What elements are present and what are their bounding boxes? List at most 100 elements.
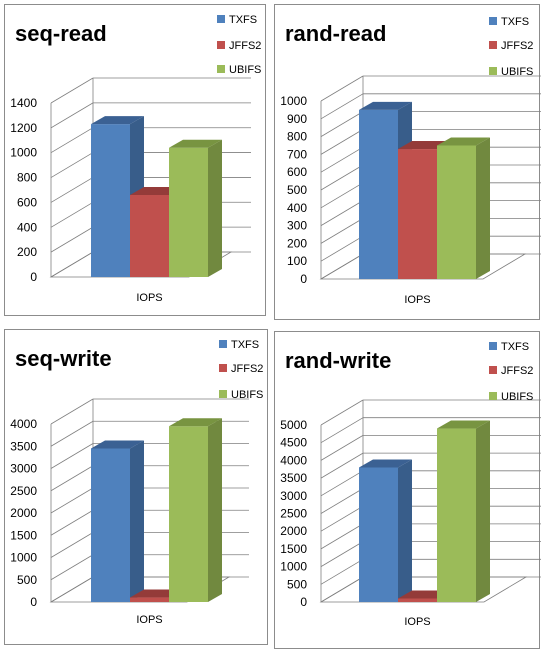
bar-side [208, 139, 222, 277]
bar-front [437, 145, 476, 279]
y-tick-label: 500 [17, 573, 37, 587]
x-category-label: IOPS [136, 292, 162, 304]
x-category-label: IOPS [404, 616, 430, 628]
side-wall-gridline [50, 177, 94, 203]
y-tick-label: 1000 [10, 551, 37, 565]
side-wall-gridline [320, 164, 364, 191]
legend-swatch-ubifs [489, 392, 497, 400]
legend-swatch-jffs2 [219, 364, 227, 372]
legend-swatch-ubifs [219, 390, 227, 398]
bar-ubifs [437, 420, 490, 602]
y-tick-label: 2000 [10, 506, 37, 520]
bar-txfs [91, 440, 144, 602]
y-tick-label: 2500 [10, 484, 37, 498]
legend-label-jffs2: JFFS2 [229, 40, 261, 52]
y-tick-label: 1500 [280, 542, 307, 556]
bar-top [437, 420, 490, 429]
side-wall-gridline [320, 488, 364, 514]
bar-front [130, 194, 169, 277]
side-wall-gridline [320, 452, 364, 479]
chart-panel-seq-write: seq-write 0 500 1000 1500 2000 2500 3000 3500 400… [4, 329, 268, 645]
bar-top [91, 440, 144, 449]
legend-swatch-txfs [217, 15, 225, 23]
legend-swatch-txfs [489, 17, 497, 25]
y-tick-label: 1200 [10, 121, 37, 135]
y-tick-label: 0 [300, 595, 307, 609]
bar-front [130, 597, 169, 602]
legend-swatch-jffs2 [489, 41, 497, 49]
y-tick-label: 3000 [280, 489, 307, 503]
y-tick-label: 1000 [10, 146, 37, 160]
legend-swatch-jffs2 [217, 41, 225, 49]
bar-front [169, 147, 208, 277]
x-category-label: IOPS [404, 294, 430, 306]
y-tick-label: 1500 [10, 528, 37, 542]
legend-swatch-ubifs [489, 67, 497, 75]
bar-side [476, 137, 490, 279]
side-wall-gridline [50, 201, 94, 228]
chart-panel-seq-read: seq-read 0 200 400 600 800 1000 1200 1400 IOPS TXF… [4, 4, 266, 316]
side-wall-gridline [50, 532, 94, 558]
y-tick-label: 300 [287, 219, 307, 233]
legend-swatch-ubifs [217, 65, 225, 73]
y-tick-label: 0 [30, 595, 37, 609]
side-wall-gridline [320, 93, 364, 120]
bar-side [476, 420, 490, 602]
legend-swatch-txfs [489, 342, 497, 350]
side-wall-gridline [320, 75, 364, 102]
side-wall-gridline [320, 146, 364, 173]
side-wall-gridline [320, 541, 364, 567]
side-wall-gridline [320, 182, 364, 209]
bar-front [398, 149, 437, 279]
side-wall-gridline [320, 235, 364, 262]
bar-front [398, 598, 437, 602]
legend-label-txfs: TXFS [501, 16, 529, 28]
bar-ubifs [437, 137, 490, 279]
legend-label-ubifs: UBIFS [501, 66, 533, 78]
bar-front [169, 426, 208, 602]
bar-ubifs [169, 139, 222, 277]
bar-side [208, 418, 222, 602]
y-tick-label: 100 [287, 254, 307, 268]
legend-label-txfs: TXFS [231, 339, 259, 351]
chart-title: rand-read [285, 21, 386, 46]
y-tick-label: 2500 [280, 507, 307, 521]
y-tick-label: 2000 [280, 524, 307, 538]
chart-title: rand-write [285, 348, 391, 373]
side-wall-gridline [50, 102, 94, 129]
side-wall-gridline [50, 509, 94, 536]
y-tick-label: 500 [287, 183, 307, 197]
bar-top [359, 101, 412, 110]
y-tick-label: 0 [300, 272, 307, 286]
y-tick-label: 1000 [280, 94, 307, 108]
side-wall-gridline [320, 129, 364, 155]
bar-front [437, 428, 476, 602]
chart-svg-rand-read: rand-read 0 100 200 300 400 500 600 700 800 900 100… [280, 16, 541, 306]
y-tick-label: 800 [287, 130, 307, 144]
y-tick-label: 200 [287, 236, 307, 250]
bar-front [91, 448, 130, 602]
side-wall-gridline [50, 398, 94, 425]
y-tick-label: 200 [17, 245, 37, 259]
legend-label-jffs2: JFFS2 [231, 363, 263, 375]
y-tick-label: 4000 [10, 417, 37, 431]
y-tick-label: 500 [287, 577, 307, 591]
y-tick-label: 1400 [10, 96, 37, 110]
side-wall-gridline [320, 505, 364, 532]
chart-title: seq-read [15, 21, 107, 46]
y-tick-label: 3500 [10, 439, 37, 453]
bar-ubifs [169, 418, 222, 602]
side-wall-gridline [320, 558, 364, 585]
chart-title: seq-write [15, 346, 112, 371]
side-wall-gridline [320, 435, 364, 461]
y-tick-label: 600 [17, 195, 37, 209]
bar-top [91, 116, 144, 125]
legend-label-ubifs: UBIFS [501, 391, 533, 403]
side-wall-gridline [320, 218, 364, 244]
bar-side [130, 440, 144, 602]
legend-label-txfs: TXFS [229, 14, 257, 26]
side-wall-gridline [50, 420, 94, 447]
legend-label-jffs2: JFFS2 [501, 40, 533, 52]
legend-swatch-txfs [219, 340, 227, 348]
side-wall-gridline [320, 417, 364, 444]
